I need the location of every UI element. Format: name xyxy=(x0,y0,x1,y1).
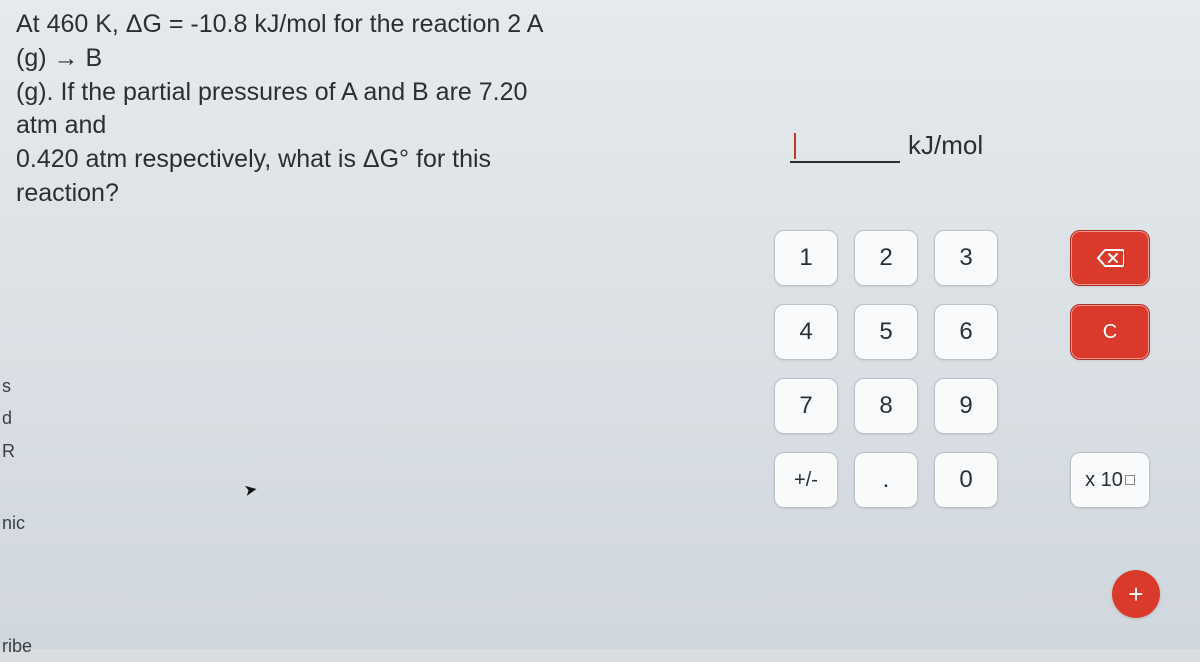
keypad-spacer xyxy=(1014,230,1054,286)
left-fragment-5: ribe xyxy=(0,630,32,662)
backspace-icon xyxy=(1096,248,1124,268)
key-8[interactable]: 8 xyxy=(854,378,918,434)
question-text: At 460 K, ΔG = -10.8 kJ/mol for the reac… xyxy=(16,8,576,211)
keypad-spacer xyxy=(1014,452,1054,508)
key-6[interactable]: 6 xyxy=(934,304,998,360)
keypad-spacer xyxy=(1014,378,1054,434)
key-3[interactable]: 3 xyxy=(934,230,998,286)
left-fragment-gap xyxy=(0,540,32,630)
key-0[interactable]: 0 xyxy=(934,452,998,508)
mouse-pointer-icon: ➤ xyxy=(242,479,259,501)
answer-line: kJ/mol xyxy=(790,130,1050,163)
key-7[interactable]: 7 xyxy=(774,378,838,434)
key-9[interactable]: 9 xyxy=(934,378,998,434)
key-clear[interactable]: C xyxy=(1070,304,1150,360)
plus-icon: + xyxy=(1128,579,1143,610)
left-edge-fragments: s d R nic ribe xyxy=(0,370,32,662)
key-2[interactable]: 2 xyxy=(854,230,918,286)
left-fragment-1: s xyxy=(0,370,32,402)
keypad-spacer xyxy=(1014,304,1054,360)
keypad-spacer xyxy=(1070,378,1110,434)
exponent-box-icon xyxy=(1125,475,1135,485)
key-4[interactable]: 4 xyxy=(774,304,838,360)
answer-unit: kJ/mol xyxy=(908,130,983,163)
answer-input[interactable] xyxy=(790,133,900,163)
left-fragment-3: R xyxy=(0,435,32,467)
left-fragment-gap xyxy=(0,467,32,507)
add-button[interactable]: + xyxy=(1112,570,1160,618)
key-1[interactable]: 1 xyxy=(774,230,838,286)
question-line-3: 0.420 atm respectively, what is ΔG° for … xyxy=(16,145,491,207)
question-line-1: At 460 K, ΔG = -10.8 kJ/mol for the reac… xyxy=(16,10,542,72)
key-5[interactable]: 5 xyxy=(854,304,918,360)
left-fragment-4: nic xyxy=(0,507,32,539)
question-line-2: (g). If the partial pressures of A and B… xyxy=(16,78,527,140)
numeric-keypad: 1 2 3 4 5 6 C 7 8 9 +/- . 0 x 10 xyxy=(774,230,1150,508)
key-exponent-label: x 10 xyxy=(1085,469,1123,492)
key-exponent[interactable]: x 10 xyxy=(1070,452,1150,508)
left-fragment-2: d xyxy=(0,402,32,434)
key-backspace[interactable] xyxy=(1070,230,1150,286)
key-plusminus[interactable]: +/- xyxy=(774,452,838,508)
key-decimal[interactable]: . xyxy=(854,452,918,508)
quiz-screen: At 460 K, ΔG = -10.8 kJ/mol for the reac… xyxy=(0,0,1200,649)
answer-area: kJ/mol xyxy=(790,130,1050,163)
text-cursor xyxy=(794,133,796,159)
